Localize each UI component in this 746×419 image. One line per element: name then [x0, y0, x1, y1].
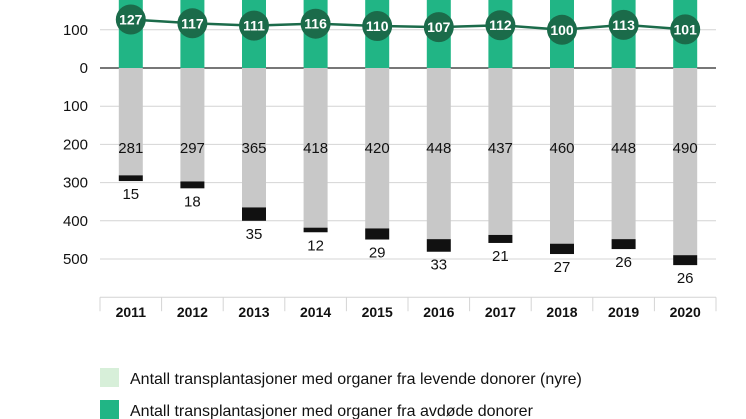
living-kidney-bar	[611, 68, 636, 240]
year-label: 2016	[423, 304, 454, 320]
deceased-value: 110	[366, 18, 389, 34]
living-other-bar	[550, 243, 574, 255]
living-kidney-bar	[550, 68, 574, 244]
legend-swatch	[100, 368, 119, 387]
living-other-bar	[426, 239, 451, 252]
deceased-point	[485, 10, 516, 41]
year-label: 2011	[116, 304, 147, 320]
living-other-value: 21	[492, 248, 509, 265]
deceased-point	[115, 4, 146, 35]
deceased-point	[177, 8, 208, 39]
year-label: 2014	[300, 304, 331, 320]
y-tick-label: 200	[63, 136, 88, 153]
deceased-point	[362, 10, 393, 41]
labels-layer: 100 0 100 200 300 400 500 281 15 2011 297 18 2012 365…	[63, 22, 701, 320]
y-tick-label: 0	[80, 60, 88, 77]
deceased-value: 112	[489, 17, 512, 33]
living-kidney-bar	[303, 68, 328, 228]
living-other-bar	[673, 255, 698, 266]
living-kidney-bar	[180, 68, 205, 182]
living-kidney-value: 365	[241, 140, 266, 157]
deceased-point	[608, 9, 639, 40]
legend-swatch	[100, 400, 119, 419]
legend-label: Antall transplantasjoner med organer fra…	[130, 371, 582, 388]
living-kidney-value: 448	[611, 140, 636, 157]
year-label: 2017	[485, 304, 516, 320]
deceased-value: 113	[612, 17, 635, 33]
y-tick-label: 100	[63, 22, 88, 39]
living-other-value: 35	[246, 226, 263, 243]
living-kidney-value: 420	[365, 140, 390, 157]
living-kidney-value: 460	[549, 140, 574, 157]
living-kidney-value: 437	[488, 140, 513, 157]
deceased-point	[239, 10, 269, 41]
living-other-value: 27	[554, 259, 571, 276]
legend-label: Antall transplantasjoner med organer fra…	[130, 403, 534, 419]
living-other-bar	[118, 175, 143, 182]
living-other-bar	[488, 234, 513, 243]
living-kidney-bar	[242, 68, 266, 208]
living-kidney-value: 418	[303, 140, 328, 157]
year-label: 2019	[608, 304, 639, 320]
living-kidney-bar	[365, 68, 390, 229]
living-other-bar	[365, 228, 390, 240]
year-label: 2012	[177, 304, 208, 320]
deceased-value: 117	[181, 15, 204, 31]
living-other-bar	[611, 239, 636, 250]
deceased-point	[300, 8, 331, 39]
deceased-point	[547, 14, 577, 45]
year-label: 2018	[546, 304, 577, 320]
year-label: 2013	[238, 304, 269, 320]
living-other-bar	[303, 227, 328, 233]
deceased-value: 116	[304, 16, 327, 32]
living-other-bar	[180, 181, 205, 189]
y-tick-label: 500	[63, 251, 88, 268]
bars-layer	[118, 0, 698, 266]
living-other-value: 15	[122, 186, 139, 203]
living-kidney-value: 297	[180, 140, 205, 157]
year-label: 2020	[670, 304, 701, 320]
living-other-value: 33	[430, 257, 447, 274]
living-kidney-value: 448	[426, 140, 451, 157]
living-other-value: 18	[184, 193, 201, 210]
deceased-point	[670, 14, 701, 45]
deceased-value: 100	[550, 22, 574, 38]
living-other-value: 12	[307, 237, 324, 254]
living-other-bar	[242, 207, 266, 221]
deceased-value: 111	[243, 18, 265, 34]
deceased-value: 107	[427, 19, 451, 35]
y-tick-label: 400	[63, 213, 88, 230]
living-kidney-bar	[118, 68, 143, 176]
year-label: 2015	[362, 304, 393, 320]
deceased-value: 127	[119, 11, 143, 27]
living-other-value: 29	[369, 245, 386, 262]
y-tick-label: 100	[63, 98, 88, 115]
deceased-trend-line	[130, 18, 686, 32]
line-layer: 127 117 111 116 110 107 112 100 113 101	[115, 4, 701, 45]
living-kidney-value: 490	[673, 140, 698, 157]
living-kidney-bar	[673, 68, 698, 256]
living-other-value: 26	[615, 254, 632, 271]
living-kidney-value: 281	[118, 140, 143, 157]
y-tick-label: 300	[63, 175, 88, 192]
legend-layer: Antall transplantasjoner med organer fra…	[100, 368, 582, 419]
living-kidney-bar	[488, 68, 513, 235]
living-other-value: 26	[677, 270, 694, 287]
living-kidney-bar	[426, 68, 451, 240]
deceased-point	[423, 12, 454, 43]
deceased-value: 101	[674, 21, 698, 37]
